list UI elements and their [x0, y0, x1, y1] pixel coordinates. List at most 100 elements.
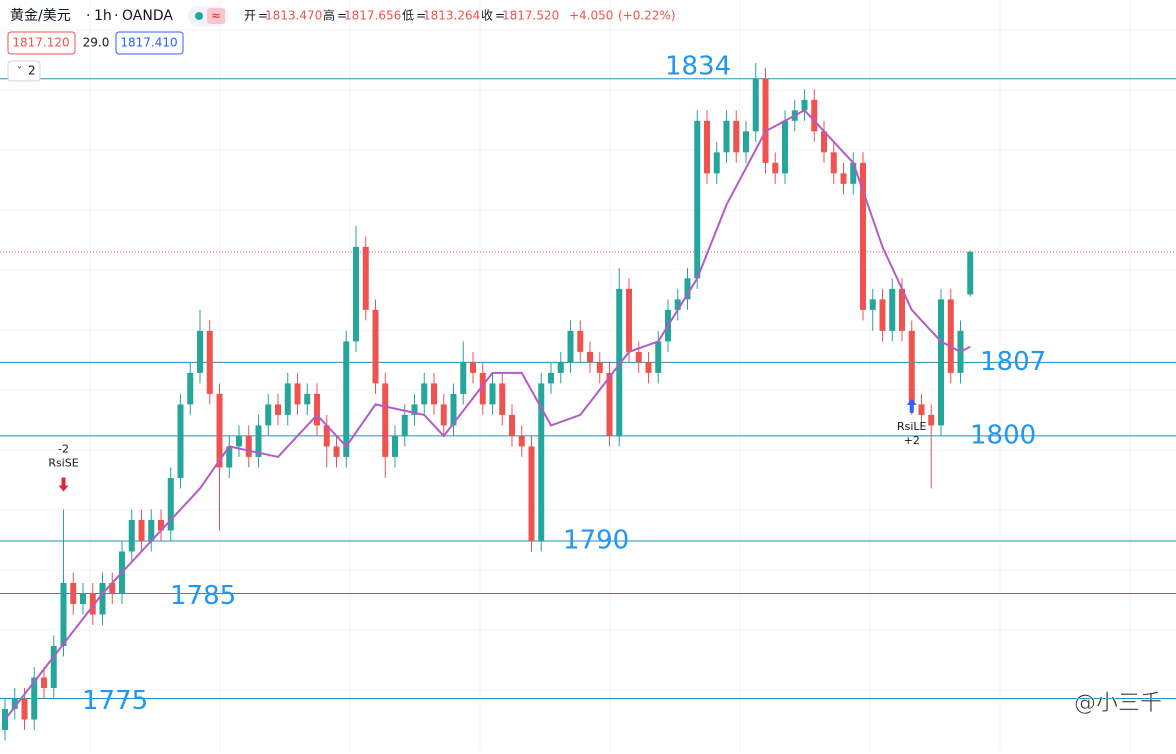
candle-body: [80, 593, 86, 604]
candle-body: [733, 120, 740, 153]
candle-body: [918, 404, 925, 415]
ohlc-value: 1813.470: [265, 9, 322, 23]
candle-body: [538, 383, 545, 541]
candle-body: [70, 582, 77, 604]
symbol: 黄金/美元: [10, 7, 71, 24]
candle-body: [947, 299, 954, 373]
candle-body: [265, 404, 272, 426]
candle-body: [31, 677, 38, 720]
exchange: OANDA: [122, 8, 173, 24]
status-icon-glyph: ≈: [211, 9, 221, 23]
ohlc-value: 1813.264: [423, 9, 480, 23]
candle-body: [713, 152, 720, 174]
sep: ·: [114, 8, 118, 24]
candle-body: [128, 519, 135, 552]
status-icon: [207, 8, 225, 24]
header: 黄金/美元 · 1h · OANDA ≈ 开 =1813.470 高 =1817.65…: [10, 6, 676, 26]
candle-body: [314, 393, 320, 426]
candle-body: [109, 582, 116, 594]
candle-body: [158, 519, 164, 531]
spread: 29.0: [83, 36, 110, 50]
candle-body: [197, 330, 203, 373]
level-label: 1790: [563, 525, 629, 555]
candle-body: [450, 393, 457, 426]
candle-body: [401, 414, 408, 436]
candle-body: [635, 351, 642, 363]
signal-arrow: [58, 477, 69, 492]
candle-body: [743, 131, 749, 153]
level-label: 1775: [82, 686, 148, 716]
ohlc-eq: =: [416, 9, 426, 23]
interval: 1h: [94, 8, 112, 24]
candle-body: [782, 120, 788, 174]
candle-body: [811, 99, 818, 132]
candle-body: [889, 288, 896, 331]
candle-body: [684, 278, 691, 300]
candle-body: [577, 330, 584, 352]
bid-box[interactable]: [7, 31, 76, 55]
candle-body: [411, 404, 418, 415]
status-dot: [195, 12, 203, 20]
candle-body: [431, 383, 437, 405]
candle-body: [557, 362, 564, 373]
ohlc-label: 收: [481, 9, 493, 23]
candle-body: [928, 414, 935, 426]
level-label: 1785: [170, 581, 236, 611]
candle-body: [528, 446, 535, 541]
candle-body: [216, 393, 223, 468]
candle-body: [60, 582, 67, 647]
moving-average: [4, 109, 971, 721]
signal-arrow: [906, 398, 917, 413]
indicator-toggle[interactable]: [7, 60, 41, 82]
candle-body: [801, 99, 808, 111]
candle-body: [674, 299, 681, 310]
candle-body: [294, 383, 301, 405]
candle-body: [304, 393, 311, 405]
candle-body: [89, 593, 96, 615]
candle-body: [752, 78, 759, 132]
level-label: 1807: [980, 347, 1046, 377]
candle-body: [830, 152, 837, 174]
signal-name: RsiLE: [897, 420, 927, 433]
candle-body: [255, 425, 262, 457]
candle-body: [50, 646, 57, 689]
candle-body: [694, 120, 701, 279]
change: +4.050: [569, 9, 613, 23]
level-label: 1800: [970, 420, 1036, 450]
candle-body: [606, 372, 613, 436]
candle-body: [187, 372, 194, 405]
ohlc-eq: =: [495, 9, 505, 23]
candle-body: [762, 78, 769, 163]
candle-body: [518, 435, 525, 447]
candle-body: [138, 519, 145, 541]
candle-body: [460, 362, 467, 394]
candle-body: [587, 351, 593, 363]
candle-body: [704, 120, 710, 174]
candle-body: [626, 288, 632, 352]
signal-count: -2: [58, 442, 69, 455]
candle-body: [21, 698, 28, 720]
candle-body: [596, 362, 603, 373]
candle-body: [333, 446, 340, 457]
candle-body: [470, 362, 476, 373]
candle-body: [382, 383, 389, 457]
candle-body: [323, 425, 330, 447]
ohlc-eq: =: [337, 9, 347, 23]
ask: 1817.410: [120, 36, 177, 50]
change-percent: (+0.22%): [618, 9, 676, 23]
candle-body: [275, 404, 281, 415]
watermark: @小三千: [1074, 691, 1162, 716]
candle-body: [148, 519, 155, 541]
candle-body: [899, 288, 905, 331]
candle-body: [840, 173, 847, 184]
candle-body: [245, 435, 252, 457]
candle-body: [908, 330, 915, 405]
candle-body: [772, 162, 779, 174]
signal-name: RsiSE: [48, 456, 78, 469]
candle-body: [655, 341, 662, 373]
ask-box[interactable]: [115, 31, 184, 55]
candle-body: [860, 162, 866, 310]
candle-body: [440, 404, 447, 426]
signal-count: +2: [904, 434, 920, 447]
